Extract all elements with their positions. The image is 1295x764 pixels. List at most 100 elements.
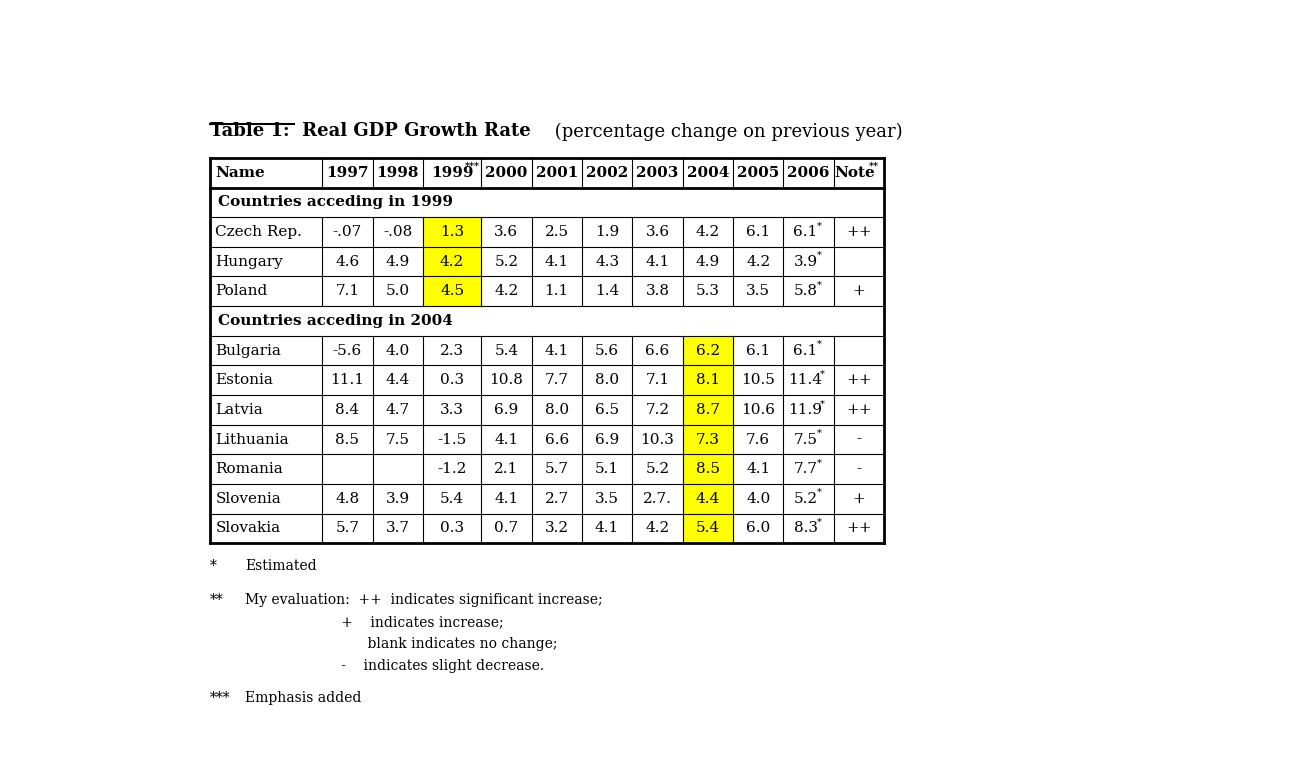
Text: 8.0: 8.0 (545, 403, 569, 417)
Text: 1999: 1999 (431, 166, 474, 180)
Bar (682, 513, 733, 543)
Text: 5.0: 5.0 (386, 284, 411, 298)
Text: 4.5: 4.5 (440, 284, 464, 298)
Text: *: * (817, 340, 821, 349)
Text: 0.3: 0.3 (440, 522, 464, 536)
Text: 4.1: 4.1 (545, 344, 569, 358)
Text: **: ** (869, 162, 879, 171)
Text: 2.3: 2.3 (440, 344, 464, 358)
Text: 4.6: 4.6 (335, 254, 360, 269)
Text: 7.5: 7.5 (386, 432, 409, 446)
Text: 2.7: 2.7 (545, 492, 569, 506)
Text: 3.2: 3.2 (545, 522, 569, 536)
Text: 4.1: 4.1 (594, 522, 619, 536)
Text: *: * (817, 280, 821, 290)
Text: 5.1: 5.1 (594, 462, 619, 476)
Text: 8.3: 8.3 (794, 522, 817, 536)
Text: My evaluation:  ++  indicates significant increase;: My evaluation: ++ indicates significant … (245, 593, 602, 607)
Text: 2.5: 2.5 (545, 225, 569, 239)
Text: Slovenia: Slovenia (215, 492, 281, 506)
Text: 10.5: 10.5 (741, 374, 776, 387)
Text: Emphasis added: Emphasis added (245, 691, 361, 705)
Text: 2003: 2003 (636, 166, 679, 180)
Text: 7.6: 7.6 (746, 432, 771, 446)
Text: (percentage change on previous year): (percentage change on previous year) (549, 122, 903, 141)
Text: 4.0: 4.0 (386, 344, 411, 358)
Text: 1997: 1997 (326, 166, 369, 180)
Text: Countries acceding in 1999: Countries acceding in 1999 (218, 196, 453, 209)
Text: 8.5: 8.5 (335, 432, 360, 446)
Text: 4.3: 4.3 (594, 254, 619, 269)
Text: 5.2: 5.2 (495, 254, 518, 269)
Text: 6.2: 6.2 (695, 344, 720, 358)
Text: *: * (820, 370, 825, 379)
Text: Table 1:  Real GDP Growth Rate: Table 1: Real GDP Growth Rate (210, 122, 531, 141)
Text: 10.6: 10.6 (741, 403, 776, 417)
Text: 8.7: 8.7 (695, 403, 720, 417)
Text: Name: Name (215, 166, 265, 180)
Text: 7.1: 7.1 (335, 284, 360, 298)
Text: *: * (820, 400, 825, 408)
Text: 7.7: 7.7 (794, 462, 817, 476)
Text: Latvia: Latvia (215, 403, 263, 417)
Text: 10.8: 10.8 (490, 374, 523, 387)
Text: 7.7: 7.7 (545, 374, 569, 387)
Text: **: ** (210, 593, 224, 607)
Bar (682, 425, 733, 455)
Text: 6.5: 6.5 (594, 403, 619, 417)
Text: 4.2: 4.2 (645, 522, 670, 536)
Text: *: * (817, 458, 821, 468)
Text: 5.8: 5.8 (794, 284, 817, 298)
Text: Hungary: Hungary (215, 254, 284, 269)
Text: 4.8: 4.8 (335, 492, 360, 506)
Text: 4.4: 4.4 (695, 492, 720, 506)
Text: 4.2: 4.2 (746, 254, 771, 269)
Text: 5.6: 5.6 (594, 344, 619, 358)
Text: Note: Note (835, 166, 875, 180)
Text: ***: *** (465, 162, 480, 171)
Text: 6.6: 6.6 (645, 344, 670, 358)
Text: ++: ++ (846, 374, 872, 387)
Text: Estonia: Estonia (215, 374, 273, 387)
Text: 3.3: 3.3 (440, 403, 464, 417)
Text: 3.6: 3.6 (495, 225, 518, 239)
Bar (682, 335, 733, 365)
Bar (423, 277, 482, 306)
Text: 1.9: 1.9 (594, 225, 619, 239)
Text: 2002: 2002 (585, 166, 628, 180)
Text: 5.3: 5.3 (695, 284, 720, 298)
Bar (423, 247, 482, 277)
Text: 11.4: 11.4 (789, 374, 822, 387)
Text: 2000: 2000 (486, 166, 527, 180)
Text: 8.4: 8.4 (335, 403, 360, 417)
Text: ++: ++ (846, 225, 872, 239)
Bar (682, 395, 733, 425)
Text: Countries acceding in 2004: Countries acceding in 2004 (218, 314, 452, 328)
Text: 4.9: 4.9 (386, 254, 411, 269)
Bar (682, 365, 733, 395)
Text: -: - (856, 462, 861, 476)
Text: *: * (817, 518, 821, 527)
Text: 4.2: 4.2 (695, 225, 720, 239)
Text: -1.2: -1.2 (438, 462, 466, 476)
Text: 5.4: 5.4 (695, 522, 720, 536)
Text: Romania: Romania (215, 462, 284, 476)
Text: 6.9: 6.9 (495, 403, 518, 417)
Text: 3.9: 3.9 (386, 492, 411, 506)
Text: 4.2: 4.2 (440, 254, 464, 269)
Text: 11.1: 11.1 (330, 374, 364, 387)
Text: -: - (856, 432, 861, 446)
Text: 4.7: 4.7 (386, 403, 411, 417)
Text: Lithuania: Lithuania (215, 432, 289, 446)
Text: ++: ++ (846, 522, 872, 536)
Text: 1.4: 1.4 (594, 284, 619, 298)
Text: 4.0: 4.0 (746, 492, 771, 506)
Text: 7.2: 7.2 (645, 403, 670, 417)
Text: 3.5: 3.5 (746, 284, 771, 298)
Text: 4.4: 4.4 (386, 374, 411, 387)
Text: 6.1: 6.1 (794, 225, 817, 239)
Text: *: * (817, 429, 821, 438)
Text: -5.6: -5.6 (333, 344, 363, 358)
Text: 2005: 2005 (737, 166, 780, 180)
Text: 7.3: 7.3 (695, 432, 720, 446)
